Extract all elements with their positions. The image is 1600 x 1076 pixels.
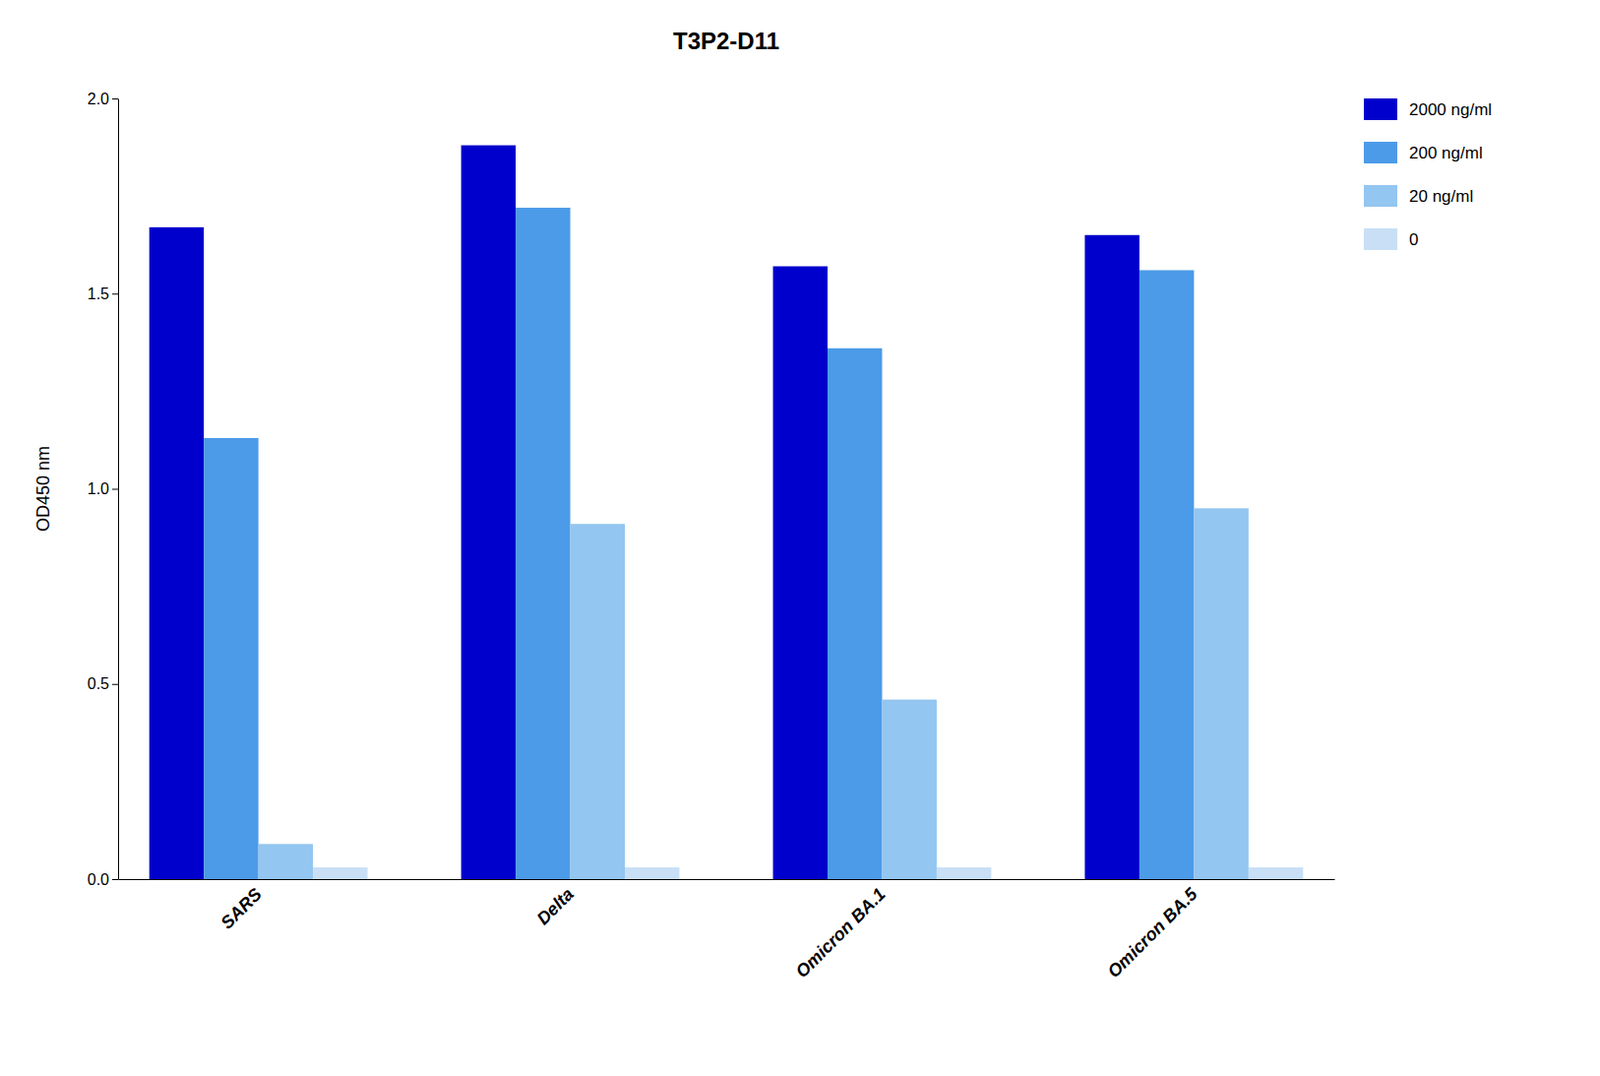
- x-tick-label: Omicron BA.1: [792, 883, 890, 982]
- legend-label: 2000 ng/ml: [1409, 100, 1492, 120]
- y-tick-label: 0.5: [87, 675, 110, 692]
- legend-swatch: [1363, 184, 1398, 207]
- legend-item: 20 ng/ml: [1363, 184, 1474, 207]
- y-tick-mark: [112, 878, 119, 880]
- bar: [1193, 507, 1248, 879]
- bar: [461, 145, 516, 879]
- legend-swatch: [1363, 141, 1398, 164]
- bar-series: [203, 207, 1194, 879]
- plot: 0.0 0.5 1.0 1.5 2.0 SARS Delta Omicron BA.1 Omic…: [87, 90, 1336, 983]
- legend-label: 200 ng/ml: [1409, 143, 1483, 163]
- y-tick-mark: [112, 489, 119, 491]
- x-tick-label: Delta: [533, 883, 578, 928]
- x-tick: Omicron BA.5: [1104, 878, 1203, 982]
- y-tick: 1.0: [87, 480, 119, 497]
- legend-item: 2000 ng/ml: [1363, 98, 1492, 121]
- y-tick-label: 0.0: [87, 870, 110, 888]
- x-tick: Omicron BA.1: [792, 878, 890, 982]
- y-tick-label: 2.0: [87, 90, 110, 108]
- chart-container: 0.0 0.5 1.0 1.5 2.0 SARS Delta Omicron BA.1 Omic…: [0, 0, 1600, 1076]
- y-axis: 0.0 0.5 1.0 1.5 2.0: [87, 90, 120, 888]
- bar: [1084, 235, 1139, 879]
- bar: [827, 348, 882, 879]
- y-tick: 0.5: [87, 675, 119, 692]
- y-axis-title: OD450 nm: [33, 445, 54, 532]
- legend-swatch: [1363, 228, 1398, 250]
- chart-title: T3P2-D11: [673, 27, 780, 55]
- legend: 2000 ng/ml 200 ng/ml 20 ng/ml 0: [1363, 98, 1492, 250]
- bar-series: [312, 866, 1303, 879]
- y-tick-mark: [112, 683, 119, 685]
- legend-label: 0: [1409, 230, 1418, 249]
- bar: [570, 523, 625, 879]
- y-axis-line: [118, 99, 120, 880]
- x-axis: SARS Delta Omicron BA.1 Omicron BA.5: [119, 878, 1336, 982]
- x-axis-line: [119, 878, 1336, 880]
- y-tick-label: 1.0: [87, 480, 110, 497]
- bar: [624, 866, 679, 879]
- y-tick-mark: [112, 98, 119, 100]
- bar: [936, 866, 991, 879]
- chart-svg: 0.0 0.5 1.0 1.5 2.0 SARS Delta Omicron BA.1 Omic…: [0, 0, 1600, 1076]
- x-tick: Delta: [533, 878, 578, 928]
- bar: [1248, 866, 1303, 879]
- bar: [258, 843, 313, 879]
- bar: [515, 207, 570, 879]
- bar: [1139, 269, 1194, 879]
- legend-label: 20 ng/ml: [1409, 186, 1474, 206]
- bar: [149, 227, 204, 879]
- legend-item: 0: [1363, 228, 1418, 250]
- bar-series: [149, 145, 1140, 879]
- x-tick-label: SARS: [216, 883, 266, 933]
- y-tick-label: 1.5: [87, 285, 110, 303]
- legend-item: 200 ng/ml: [1363, 141, 1483, 164]
- y-tick: 0.0: [87, 870, 119, 888]
- bar: [773, 265, 828, 879]
- bar: [312, 866, 368, 879]
- y-tick: 1.5: [87, 285, 119, 303]
- y-tick: 2.0: [87, 90, 119, 108]
- bar-series: [258, 507, 1249, 879]
- x-tick: SARS: [216, 878, 266, 933]
- bars: [149, 145, 1304, 879]
- y-tick-mark: [112, 293, 119, 295]
- bar: [881, 699, 936, 879]
- legend-swatch: [1363, 98, 1398, 121]
- bar: [203, 437, 258, 879]
- x-tick-label: Omicron BA.5: [1104, 882, 1203, 982]
